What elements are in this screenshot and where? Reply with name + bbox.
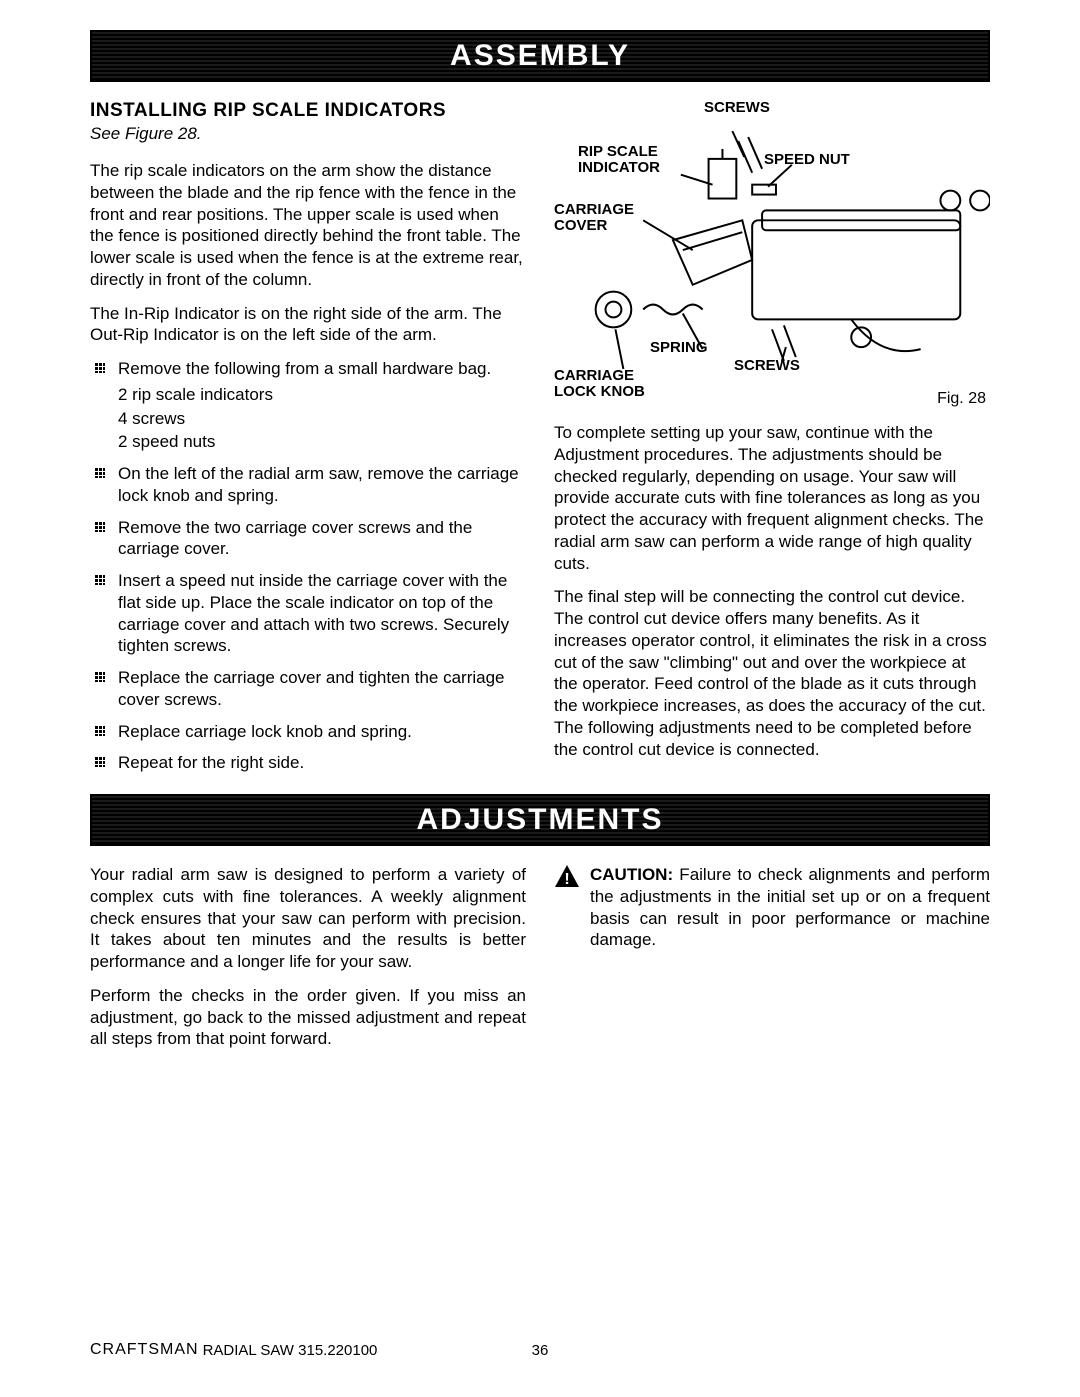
bullet-list: Remove the following from a small hardwa…: [90, 358, 526, 774]
caution-block: ! CAUTION: Failure to check alignments a…: [554, 864, 990, 963]
adjustments-banner: ADJUSTMENTS: [90, 794, 990, 846]
list-item-text: Remove the following from a small hardwa…: [118, 359, 491, 378]
right-column: SCREWS RIP SCALEINDICATOR SPEED NUT CARR…: [554, 100, 990, 784]
paragraph: Perform the checks in the order given. I…: [90, 985, 526, 1050]
page-number: 36: [532, 1342, 549, 1359]
adjustments-columns: Your radial arm saw is designed to perfo…: [90, 864, 990, 1062]
figure-label: SPEED NUT: [764, 152, 850, 168]
list-item: Insert a speed nut inside the carriage c…: [90, 570, 526, 657]
footer-model: RADIAL SAW 315.220100: [203, 1342, 378, 1359]
footer-brand: CRAFTSMAN: [90, 1341, 199, 1359]
paragraph: Your radial arm saw is designed to perfo…: [90, 864, 526, 973]
svg-text:!: !: [564, 871, 569, 888]
list-item: Repeat for the right side.: [90, 752, 526, 774]
figure-label: RIP SCALEINDICATOR: [578, 144, 678, 176]
assembly-columns: INSTALLING RIP SCALE INDICATORS See Figu…: [90, 100, 990, 784]
figure-caption: Fig. 28: [937, 390, 986, 408]
assembly-banner-text: ASSEMBLY: [450, 39, 630, 73]
list-item: Remove the two carriage cover screws and…: [90, 517, 526, 561]
figure-label: SCREWS: [734, 358, 800, 374]
page-footer: CRAFTSMAN RADIAL SAW 315.220100 36: [90, 1341, 990, 1359]
paragraph: The rip scale indicators on the arm show…: [90, 160, 526, 291]
figure-label: CARRIAGELOCK KNOB: [554, 368, 664, 400]
sub-list-item: 2 rip scale indicators: [118, 384, 526, 406]
sub-list: 2 rip scale indicators 4 screws 2 speed …: [118, 384, 526, 453]
assembly-banner: ASSEMBLY: [90, 30, 990, 82]
list-item: Replace the carriage cover and tighten t…: [90, 667, 526, 711]
paragraph: The In-Rip Indicator is on the right sid…: [90, 303, 526, 347]
figure-label: CARRIAGECOVER: [554, 202, 654, 234]
figure-label: SPRING: [650, 340, 708, 356]
list-item: Remove the following from a small hardwa…: [90, 358, 526, 453]
sub-list-item: 2 speed nuts: [118, 431, 526, 453]
list-item: On the left of the radial arm saw, remov…: [90, 463, 526, 507]
warning-icon: !: [554, 864, 580, 963]
caution-label: CAUTION:: [590, 865, 673, 884]
paragraph: The final step will be connecting the co…: [554, 586, 990, 760]
figure-28: SCREWS RIP SCALEINDICATOR SPEED NUT CARR…: [554, 100, 990, 410]
paragraph: To complete setting up your saw, continu…: [554, 422, 990, 574]
see-figure: See Figure 28.: [90, 124, 526, 144]
caution-text: CAUTION: Failure to check alignments and…: [590, 864, 990, 951]
adjustments-banner-text: ADJUSTMENTS: [416, 803, 663, 837]
left-column: INSTALLING RIP SCALE INDICATORS See Figu…: [90, 100, 526, 784]
section-heading: INSTALLING RIP SCALE INDICATORS: [90, 100, 526, 122]
adj-right-column: ! CAUTION: Failure to check alignments a…: [554, 864, 990, 1062]
figure-label: SCREWS: [704, 100, 770, 116]
page: ASSEMBLY INSTALLING RIP SCALE INDICATORS…: [0, 0, 1080, 1397]
adj-left-column: Your radial arm saw is designed to perfo…: [90, 864, 526, 1062]
sub-list-item: 4 screws: [118, 408, 526, 430]
list-item: Replace carriage lock knob and spring.: [90, 721, 526, 743]
